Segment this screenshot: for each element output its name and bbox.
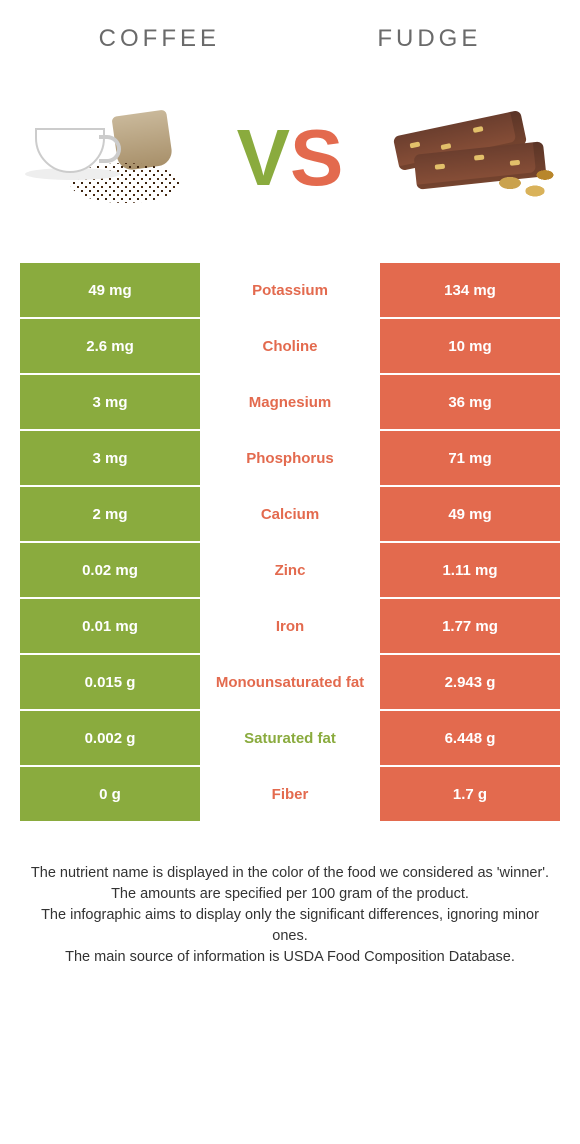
- footer-notes: The nutrient name is displayed in the co…: [0, 823, 580, 968]
- vs-v-letter: V: [237, 113, 290, 202]
- nutrient-row: 49 mgPotassium134 mg: [20, 263, 560, 319]
- right-value: 1.77 mg: [380, 599, 560, 653]
- right-value: 1.7 g: [380, 767, 560, 821]
- nutrient-row: 0.01 mgIron1.77 mg: [20, 599, 560, 655]
- left-value: 3 mg: [20, 375, 200, 429]
- nutrient-row: 0.02 mgZinc1.11 mg: [20, 543, 560, 599]
- nutrient-row: 3 mgPhosphorus71 mg: [20, 431, 560, 487]
- nutrient-name: Calcium: [200, 487, 380, 541]
- nutrient-comparison-table: 49 mgPotassium134 mg2.6 mgCholine10 mg3 …: [0, 263, 580, 823]
- nutrient-row: 3 mgMagnesium36 mg: [20, 375, 560, 431]
- footer-line: The nutrient name is displayed in the co…: [30, 863, 550, 884]
- left-value: 0.02 mg: [20, 543, 200, 597]
- left-food-title: COFFEE: [99, 25, 220, 53]
- coffee-image: [20, 103, 190, 213]
- right-value: 1.11 mg: [380, 543, 560, 597]
- nutrient-name: Choline: [200, 319, 380, 373]
- right-value: 36 mg: [380, 375, 560, 429]
- left-value: 2 mg: [20, 487, 200, 541]
- nutrient-name: Iron: [200, 599, 380, 653]
- nutrient-row: 0.015 gMonounsaturated fat2.943 g: [20, 655, 560, 711]
- left-value: 49 mg: [20, 263, 200, 317]
- nutrient-row: 2 mgCalcium49 mg: [20, 487, 560, 543]
- left-value: 0.002 g: [20, 711, 200, 765]
- nutrient-name: Phosphorus: [200, 431, 380, 485]
- nutrient-name: Saturated fat: [200, 711, 380, 765]
- vs-s-letter: S: [290, 113, 343, 202]
- nutrient-row: 0 gFiber1.7 g: [20, 767, 560, 823]
- comparison-header: COFFEE FUDGE: [0, 0, 580, 73]
- right-food-title: FUDGE: [377, 25, 481, 53]
- right-value: 134 mg: [380, 263, 560, 317]
- fudge-image: [390, 103, 560, 213]
- nutrient-row: 0.002 gSaturated fat6.448 g: [20, 711, 560, 767]
- left-value: 0.01 mg: [20, 599, 200, 653]
- nutrient-row: 2.6 mgCholine10 mg: [20, 319, 560, 375]
- nutrient-name: Magnesium: [200, 375, 380, 429]
- nutrient-name: Fiber: [200, 767, 380, 821]
- vs-label: VS: [237, 118, 344, 198]
- left-value: 0 g: [20, 767, 200, 821]
- footer-line: The amounts are specified per 100 gram o…: [30, 884, 550, 905]
- right-value: 71 mg: [380, 431, 560, 485]
- right-value: 10 mg: [380, 319, 560, 373]
- right-value: 6.448 g: [380, 711, 560, 765]
- nutrient-name: Zinc: [200, 543, 380, 597]
- footer-line: The main source of information is USDA F…: [30, 947, 550, 968]
- vs-section: VS: [0, 73, 580, 263]
- nutrient-name: Potassium: [200, 263, 380, 317]
- right-value: 49 mg: [380, 487, 560, 541]
- nutrient-name: Monounsaturated fat: [200, 655, 380, 709]
- footer-line: The infographic aims to display only the…: [30, 905, 550, 947]
- left-value: 0.015 g: [20, 655, 200, 709]
- right-value: 2.943 g: [380, 655, 560, 709]
- left-value: 3 mg: [20, 431, 200, 485]
- left-value: 2.6 mg: [20, 319, 200, 373]
